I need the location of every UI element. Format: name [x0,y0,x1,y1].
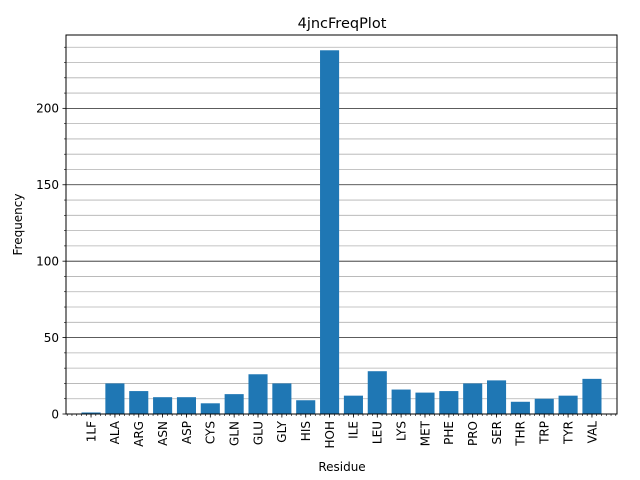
x-tick-label: HIS [299,421,313,441]
bar [534,398,554,414]
x-tick-label: THR [514,421,528,447]
bar [582,378,602,414]
x-tick-label: ILE [347,421,361,439]
x-tick-label: LEU [371,421,385,444]
bar [224,394,244,414]
bar [248,374,268,414]
y-tick-label: 0 [51,407,59,421]
x-axis-title: Residue [318,460,365,474]
plot-area-frame [65,34,618,415]
bar [153,397,173,414]
x-tick-label: 1LF [84,421,98,442]
y-tick-label: 200 [36,102,59,116]
bar [200,403,220,414]
x-tick-label: PRO [466,421,480,446]
bar [391,389,411,414]
x-tick-label: CYS [204,421,218,444]
x-tick-label: TRP [538,421,552,445]
bar [320,50,340,414]
x-tick-label: ASN [156,421,170,446]
bar [367,371,387,414]
x-tick-label: HOH [323,421,337,449]
grid-lines [66,46,617,400]
bars [81,50,602,414]
bar [176,397,196,414]
y-tick-label: 50 [44,331,59,345]
x-tick-label: GLN [227,421,241,446]
y-tick-label: 150 [36,178,59,192]
bar [510,401,530,414]
x-tick-label: ASP [180,421,194,444]
x-tick-label: VAL [585,421,599,444]
x-tick-label: PHE [442,421,456,445]
x-tick-label: MET [418,420,432,446]
y-axis-ticks: 0 50 100 150 200 [36,46,66,421]
x-tick-label: GLY [275,420,289,442]
x-tick-label: GLU [251,421,265,445]
x-tick-label: TYR [561,421,575,445]
x-tick-label: ALA [108,420,122,444]
bar [105,383,125,414]
x-tick-label: SER [490,421,504,445]
chart-title: 4jncFreqPlot [298,16,387,32]
bar [463,383,483,414]
bar [272,383,292,414]
x-axis-ticks: 1LF ALA ARG ASN ASP CYS GLN GLU GLY HIS HOH ILE LEU L… [66,414,617,449]
bar [343,395,363,414]
bar [487,380,507,414]
bar [129,391,149,414]
y-axis-title: Frequency [11,194,25,256]
bar [558,395,578,414]
x-tick-label: ARG [132,421,146,447]
bar [439,391,459,414]
bar [415,392,435,414]
bar [296,400,316,414]
bar [81,412,101,414]
y-tick-label: 100 [36,254,59,268]
x-tick-label: LYS [394,421,408,441]
